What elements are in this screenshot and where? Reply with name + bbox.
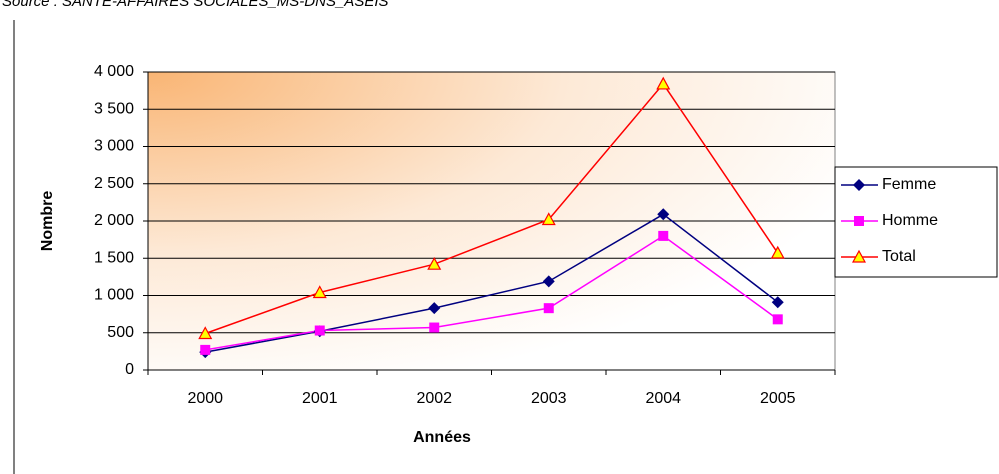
point-marker xyxy=(542,275,555,288)
point-marker xyxy=(854,216,864,226)
legend-label: Total xyxy=(882,248,916,265)
point-marker xyxy=(657,208,670,221)
y-tick-label: 1 000 xyxy=(94,287,134,304)
point-marker xyxy=(853,179,865,191)
source-note: Source : SANTE-AFFAIRES SOCIALES_MS-DNS_… xyxy=(2,0,389,10)
point-marker xyxy=(428,302,441,315)
point-marker xyxy=(429,322,440,333)
point-marker xyxy=(198,326,213,340)
y-tick-label: 4 000 xyxy=(94,63,134,80)
point-marker xyxy=(656,76,671,90)
point-marker xyxy=(658,230,669,241)
x-tick-label: 2000 xyxy=(187,390,223,407)
x-tick-label: 2003 xyxy=(531,390,567,407)
point-marker xyxy=(771,296,784,309)
point-marker xyxy=(200,344,211,355)
x-tick-label: 2002 xyxy=(416,390,452,407)
y-tick-label: 3 500 xyxy=(94,100,134,117)
series-line xyxy=(205,234,779,351)
y-tick-label: 1 500 xyxy=(94,249,134,266)
y-tick-label: 0 xyxy=(125,361,134,378)
point-marker xyxy=(427,256,442,270)
series-line xyxy=(205,213,779,353)
y-tick-label: 2 500 xyxy=(94,175,134,192)
legend-label: Homme xyxy=(882,212,938,229)
point-marker xyxy=(314,325,325,336)
x-tick-label: 2004 xyxy=(645,390,681,407)
x-tick-label: 2005 xyxy=(760,390,796,407)
legend-label: Femme xyxy=(882,176,936,193)
y-tick-label: 3 000 xyxy=(94,138,134,155)
y-axis-title: Nombre xyxy=(39,191,56,252)
point-marker xyxy=(772,314,783,325)
point-marker xyxy=(312,285,327,299)
y-tick-label: 2 000 xyxy=(94,212,134,229)
x-axis-title: Années xyxy=(413,429,471,446)
y-tick-label: 500 xyxy=(107,324,134,341)
point-marker xyxy=(543,303,554,314)
x-tick-label: 2001 xyxy=(302,390,338,407)
point-marker xyxy=(851,249,867,263)
series-line xyxy=(204,82,779,335)
point-marker xyxy=(770,245,785,259)
point-marker xyxy=(541,212,556,226)
